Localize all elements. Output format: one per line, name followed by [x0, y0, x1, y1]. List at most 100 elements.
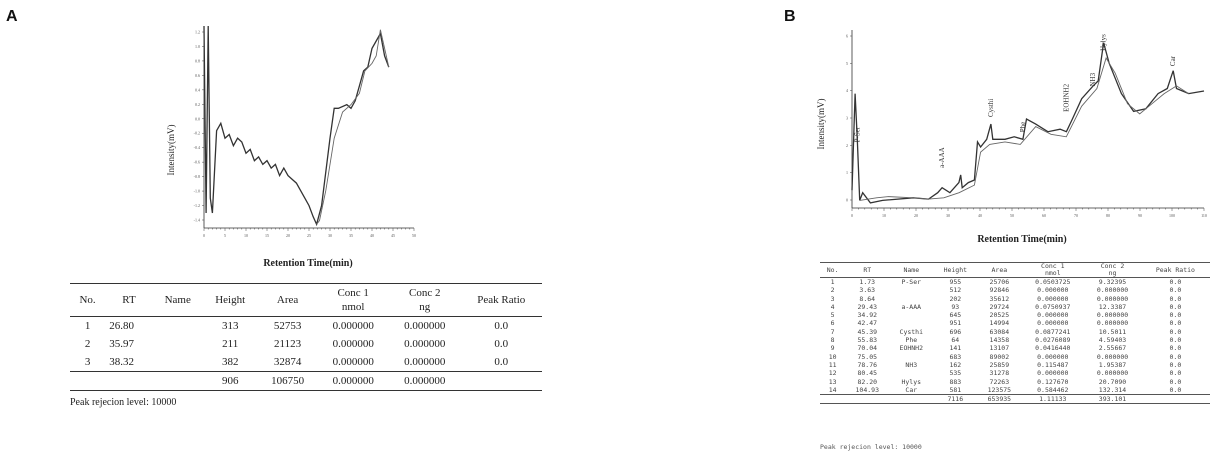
table-cell: 0.0: [1169, 286, 1182, 295]
table-cell: 2.55667: [1098, 344, 1127, 353]
table-cell: 0.0: [1169, 344, 1182, 353]
table-cell: 123575: [987, 385, 1012, 394]
x-tick-label: 10: [244, 233, 248, 238]
table-cell: 0.584462: [1037, 385, 1069, 394]
x-tick-label: 30: [946, 213, 950, 218]
table-cell: 0.000000: [1096, 352, 1129, 361]
chromatogram-b: Intensity(mV) Retention Time(min) 0 10 20 3…: [812, 24, 1208, 248]
table-row: 9 70.04 EOHNH2 141 13107 0.0416440 2.55667 0.0: [820, 344, 1210, 352]
x-tick-label: 45: [391, 233, 395, 238]
table-cell: 52753: [273, 320, 302, 332]
peak-table-b: No. RT Name Height Area Conc 1 nmol Conc 2 ng P…: [820, 262, 1210, 405]
table-cell: 0.0: [1169, 369, 1182, 378]
table-cell: [889, 353, 933, 361]
table-cell: 0.000000: [1096, 369, 1129, 378]
column-header: Peak Ratio: [1140, 262, 1210, 278]
column-header: Name: [889, 262, 934, 278]
panel-b-label: B: [784, 8, 796, 25]
totals-cell: [460, 371, 542, 391]
totals-cell: 7116: [933, 394, 978, 405]
series-line-1: [203, 25, 390, 227]
table-cell: 35612: [989, 294, 1010, 303]
table-cell: 5: [830, 311, 835, 320]
table-cell: [153, 317, 203, 336]
totals-cell: [105, 371, 153, 391]
table-cell: 955: [949, 278, 962, 286]
y-tick-label: 2: [846, 143, 848, 148]
table-cell: 104.93: [855, 385, 879, 394]
y-tick-label: 0.6: [195, 73, 200, 78]
table-cell: 141: [949, 344, 962, 353]
chart-a-xlabel: Retention Time(min): [263, 258, 352, 268]
table-cell: 25859: [989, 360, 1010, 369]
table-row: 12 80.45 535 31278 0.000000 0.000000 0.0: [820, 369, 1210, 377]
table-header-row: No. RT Name Height Area Conc 1 nmol Conc 2 ng P…: [820, 262, 1210, 278]
table-cell: 32874: [273, 356, 302, 368]
totals-cell: 393.101: [1084, 394, 1141, 405]
x-tick-label: 15: [265, 233, 269, 238]
table-cell: 0.000000: [1037, 319, 1069, 328]
peak-label: Cysthi: [987, 99, 995, 117]
table-row: 11 78.76 NH3 162 25859 0.115487 1.95387 0.0: [820, 361, 1210, 369]
table-cell: 0.000000: [1096, 311, 1129, 320]
table-cell: [153, 353, 203, 372]
table-cell: 0.0877241: [1035, 327, 1071, 336]
table-cell: Cysthi: [899, 327, 924, 336]
table-cell: 0.000000: [332, 320, 374, 332]
table-cell: 0.0: [494, 320, 509, 332]
y-tick-label: 0.2: [195, 102, 200, 107]
table-cell: 63084: [989, 327, 1010, 336]
table-cell: 2: [84, 338, 91, 350]
table-cell: 162: [949, 360, 962, 369]
table-cell: 0.000000: [404, 320, 446, 332]
table-cell: a-AAA: [901, 302, 922, 311]
table-cell: P-Ser: [901, 278, 922, 286]
table-cell: 0.0276089: [1035, 336, 1071, 345]
table-cell: 38.32: [109, 356, 134, 368]
peak-label: NH3: [1089, 72, 1097, 86]
x-tick-label: 60: [1042, 213, 1046, 218]
table-cell: 0.0: [1169, 377, 1182, 386]
table-cell: 10: [828, 352, 837, 361]
table-cell: 4: [830, 302, 835, 311]
y-tick-label: 3: [846, 116, 848, 121]
table-cell: 0.0: [1169, 311, 1182, 320]
table-cell: 72263: [989, 377, 1010, 386]
column-header: Conc 1 nmol: [317, 283, 389, 317]
table-row: 10 75.05 683 89002 0.000000 0.000000 0.0: [820, 353, 1210, 361]
table-cell: 55.83: [857, 336, 878, 345]
x-tick-label: 100: [1169, 213, 1175, 218]
table-cell: 0.0: [1169, 319, 1182, 328]
table-cell: 12: [828, 369, 837, 378]
table-row: 5 34.92 645 20525 0.000000 0.000000 0.0: [820, 311, 1210, 319]
table-cell: 535: [949, 369, 962, 378]
chart-b-xlabel: Retention Time(min): [977, 234, 1066, 245]
table-cell: 8.64: [859, 294, 876, 303]
y-tick-label: 6: [846, 34, 848, 39]
table-cell: [889, 369, 933, 377]
y-tick-label: 5: [846, 61, 848, 66]
table-cell: 34.92: [857, 311, 878, 320]
y-tick-label: 4: [846, 88, 848, 93]
column-header: Conc 2 ng: [1084, 262, 1141, 278]
table-cell: 75.05: [857, 352, 878, 361]
table-cell: Phe: [905, 336, 918, 345]
x-tick-label: 0: [851, 213, 853, 218]
table-cell: 696: [949, 327, 962, 336]
peak-label: Hylys: [1100, 34, 1108, 51]
table-cell: 0.0416440: [1035, 344, 1071, 353]
table-cell: [889, 311, 933, 319]
table-cell: 80.45: [857, 369, 878, 378]
y-tick-label: -1.4: [194, 218, 200, 223]
table-cell: 211: [222, 338, 239, 350]
table-cell: 6: [830, 319, 835, 328]
table-cell: 20.7090: [1098, 377, 1127, 386]
table-cell: 21123: [274, 338, 302, 350]
table-cell: 581: [949, 385, 962, 394]
x-tick-label: 25: [307, 233, 311, 238]
table-cell: 14358: [989, 336, 1010, 345]
x-tick-label: 40: [978, 213, 982, 218]
table-cell: 202: [949, 294, 962, 303]
table-cell: 0.000000: [404, 338, 446, 350]
peak-rejection-note-b: Peak rejecion level: 10000: [820, 443, 922, 451]
